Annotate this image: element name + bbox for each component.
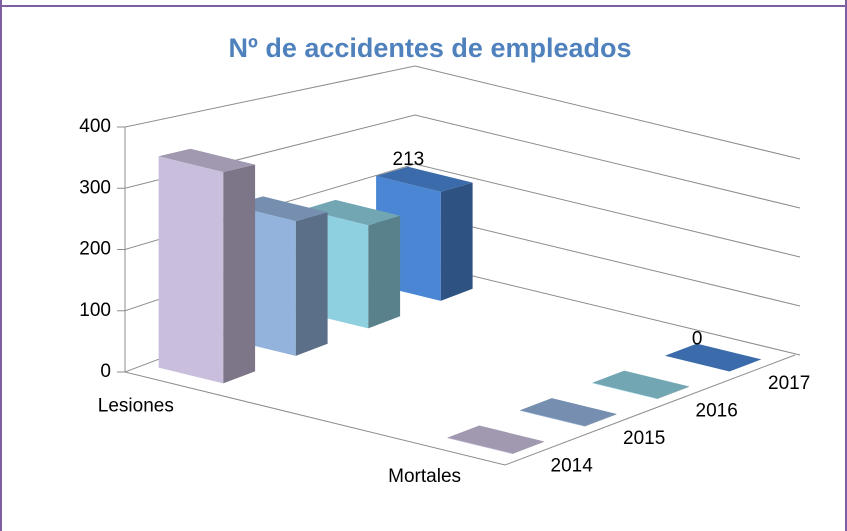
y-tick-label: 400 xyxy=(79,116,111,137)
depth-tick-label: 2016 xyxy=(696,401,738,422)
bar-top xyxy=(158,148,256,172)
chart-title: Nº de accidentes de empleados xyxy=(228,33,631,63)
bar-top xyxy=(231,196,328,222)
bar-side xyxy=(584,413,617,427)
y-tick-label: 200 xyxy=(79,239,111,260)
bar-side xyxy=(512,441,544,454)
grid-line xyxy=(124,65,801,160)
bar-top xyxy=(447,425,544,454)
data-label: 213 xyxy=(393,149,425,170)
y-tick-label: 300 xyxy=(79,177,111,198)
bar-side xyxy=(440,182,473,301)
data-label: 0 xyxy=(692,329,703,350)
bar-top xyxy=(519,398,617,426)
bar-side xyxy=(368,215,401,329)
y-tick-label: 0 xyxy=(100,361,111,382)
floor-axis xyxy=(124,354,796,466)
bar-side xyxy=(657,386,689,399)
bar-front xyxy=(592,382,657,399)
depth-tick-label: 2017 xyxy=(768,373,810,394)
x-tick-label: Lesiones xyxy=(98,395,174,416)
bar-top xyxy=(664,343,762,372)
bar-top xyxy=(303,199,401,226)
bar-front xyxy=(519,410,585,427)
depth-tick-label: 2014 xyxy=(551,456,594,477)
bar-top xyxy=(592,370,689,399)
bar-side xyxy=(295,212,328,356)
bar-side xyxy=(223,164,256,384)
y-tick-label: 100 xyxy=(79,300,111,321)
bar-front xyxy=(447,437,512,454)
x-tick-label: Mortales xyxy=(388,466,461,487)
bar-front xyxy=(158,156,224,384)
bar-top xyxy=(376,166,473,192)
depth-tick-label: 2015 xyxy=(623,428,665,449)
